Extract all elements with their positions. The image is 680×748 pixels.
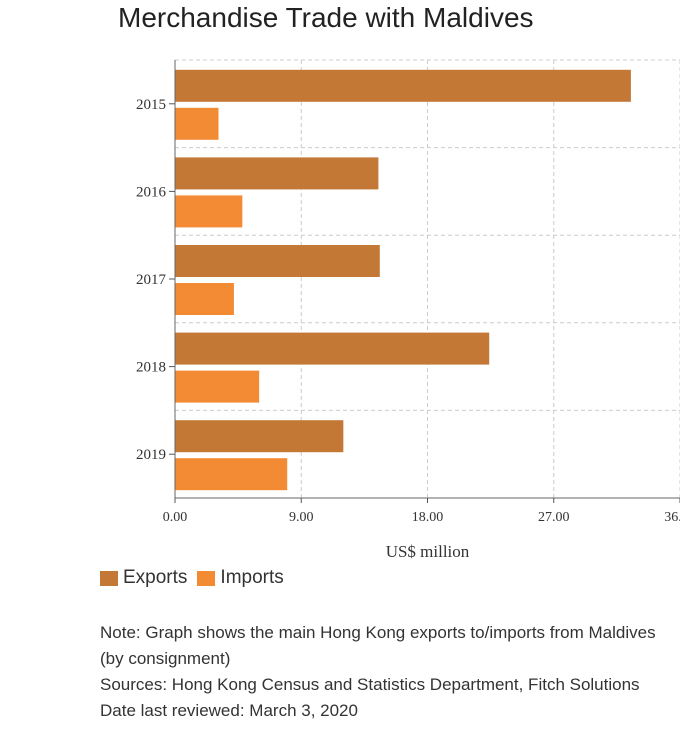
legend-swatch-exports	[100, 570, 118, 586]
chart-notes: Note: Graph shows the main Hong Kong exp…	[100, 620, 680, 724]
y-tick-label: 2019	[136, 447, 166, 463]
note-line: (by consignment)	[100, 649, 231, 668]
y-tick-label: 2017	[136, 272, 167, 288]
bar-exports[interactable]	[175, 69, 631, 102]
bar-imports[interactable]	[175, 195, 243, 228]
bar-exports[interactable]	[175, 245, 380, 277]
bar-imports[interactable]	[175, 107, 219, 140]
bar-imports[interactable]	[175, 370, 260, 403]
x-axis-label: US$ million	[386, 542, 470, 561]
x-tick-label: 36.00	[664, 510, 680, 525]
date-reviewed-line: Date last reviewed: March 3, 2020	[100, 701, 358, 720]
bar-imports[interactable]	[175, 283, 234, 315]
sources-line: Sources: Hong Kong Census and Statistics…	[100, 675, 640, 694]
x-tick-label: 0.00	[163, 510, 188, 525]
axis-labels-group: 0.00 9.00 18.00 27.00 36.00 2015 2016 2017 2018 2…	[136, 97, 680, 561]
legend-item-exports[interactable]: Exports	[100, 567, 187, 589]
bar-exports[interactable]	[175, 420, 344, 453]
x-tick-label: 18.00	[412, 510, 444, 525]
axes-group	[169, 60, 680, 503]
bars-group	[175, 69, 631, 491]
legend-label-exports: Exports	[123, 567, 188, 588]
grid-lines	[175, 59, 680, 498]
legend-swatch-imports	[197, 570, 216, 586]
note-line: Note: Graph shows the main Hong Kong exp…	[100, 623, 656, 642]
legend-label-imports: Imports	[220, 567, 284, 588]
bar-imports[interactable]	[175, 458, 288, 491]
x-tick-label: 9.00	[289, 510, 314, 525]
bar-exports[interactable]	[175, 157, 379, 190]
x-tick-label: 27.00	[538, 510, 570, 525]
y-tick-label: 2018	[136, 360, 166, 376]
bar-exports[interactable]	[175, 332, 490, 365]
legend: Exports Imports	[100, 567, 294, 589]
y-tick-label: 2015	[136, 97, 166, 113]
y-tick-label: 2016	[136, 184, 167, 200]
chart-title: Merchandise Trade with Maldives	[118, 2, 534, 33]
legend-item-imports[interactable]: Imports	[197, 567, 284, 589]
bar-chart: 0.00 9.00 18.00 27.00 36.00 2015 2016 2017 2018 2…	[136, 59, 680, 561]
